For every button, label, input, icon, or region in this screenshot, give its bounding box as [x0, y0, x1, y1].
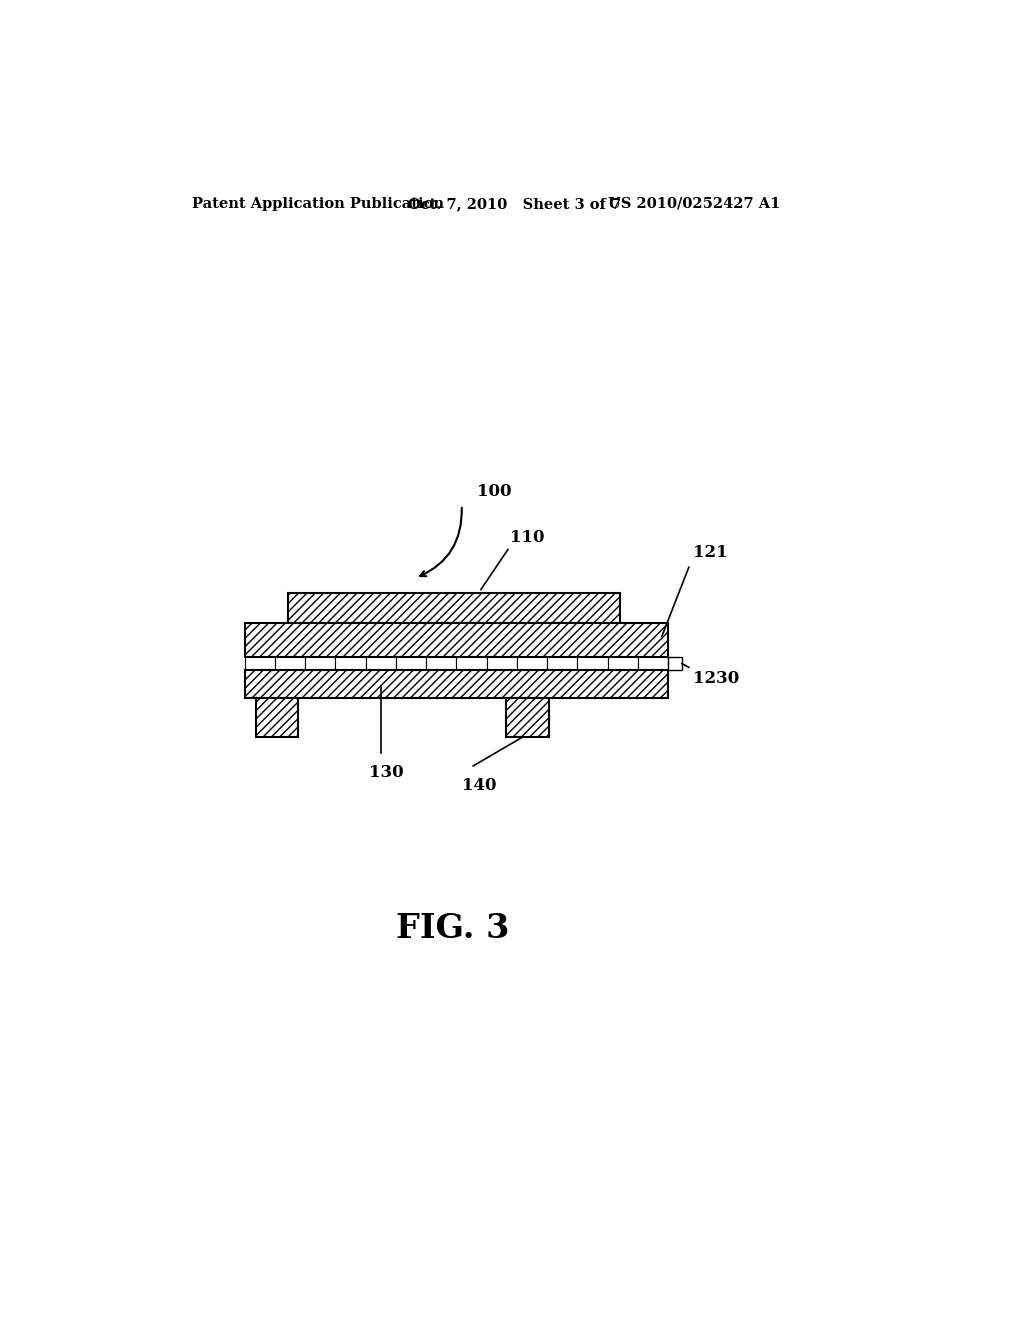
Text: US 2010/0252427 A1: US 2010/0252427 A1 [608, 197, 780, 211]
Text: Patent Application Publication: Patent Application Publication [193, 197, 444, 211]
Bar [289, 594, 620, 623]
Text: 140: 140 [462, 776, 497, 793]
Bar [457, 656, 486, 671]
Bar [245, 671, 668, 698]
Bar [335, 656, 366, 671]
Bar [517, 656, 547, 671]
Bar [305, 656, 335, 671]
Bar [578, 656, 607, 671]
Bar [395, 656, 426, 671]
Text: 121: 121 [692, 544, 727, 561]
Bar [245, 623, 668, 656]
Bar [547, 656, 578, 671]
Text: Oct. 7, 2010   Sheet 3 of 7: Oct. 7, 2010 Sheet 3 of 7 [408, 197, 621, 211]
Bar [274, 656, 305, 671]
Bar [638, 656, 668, 671]
Bar [607, 656, 638, 671]
Bar [668, 656, 682, 671]
Text: 110: 110 [510, 529, 545, 545]
Bar [486, 656, 517, 671]
Bar [245, 656, 274, 671]
Text: 100: 100 [477, 483, 512, 499]
Bar [256, 698, 298, 737]
Text: FIG. 3: FIG. 3 [396, 912, 510, 945]
Bar [366, 656, 395, 671]
Bar [506, 698, 549, 737]
Bar [426, 656, 457, 671]
Text: 1230: 1230 [692, 669, 739, 686]
Text: 130: 130 [370, 763, 403, 780]
